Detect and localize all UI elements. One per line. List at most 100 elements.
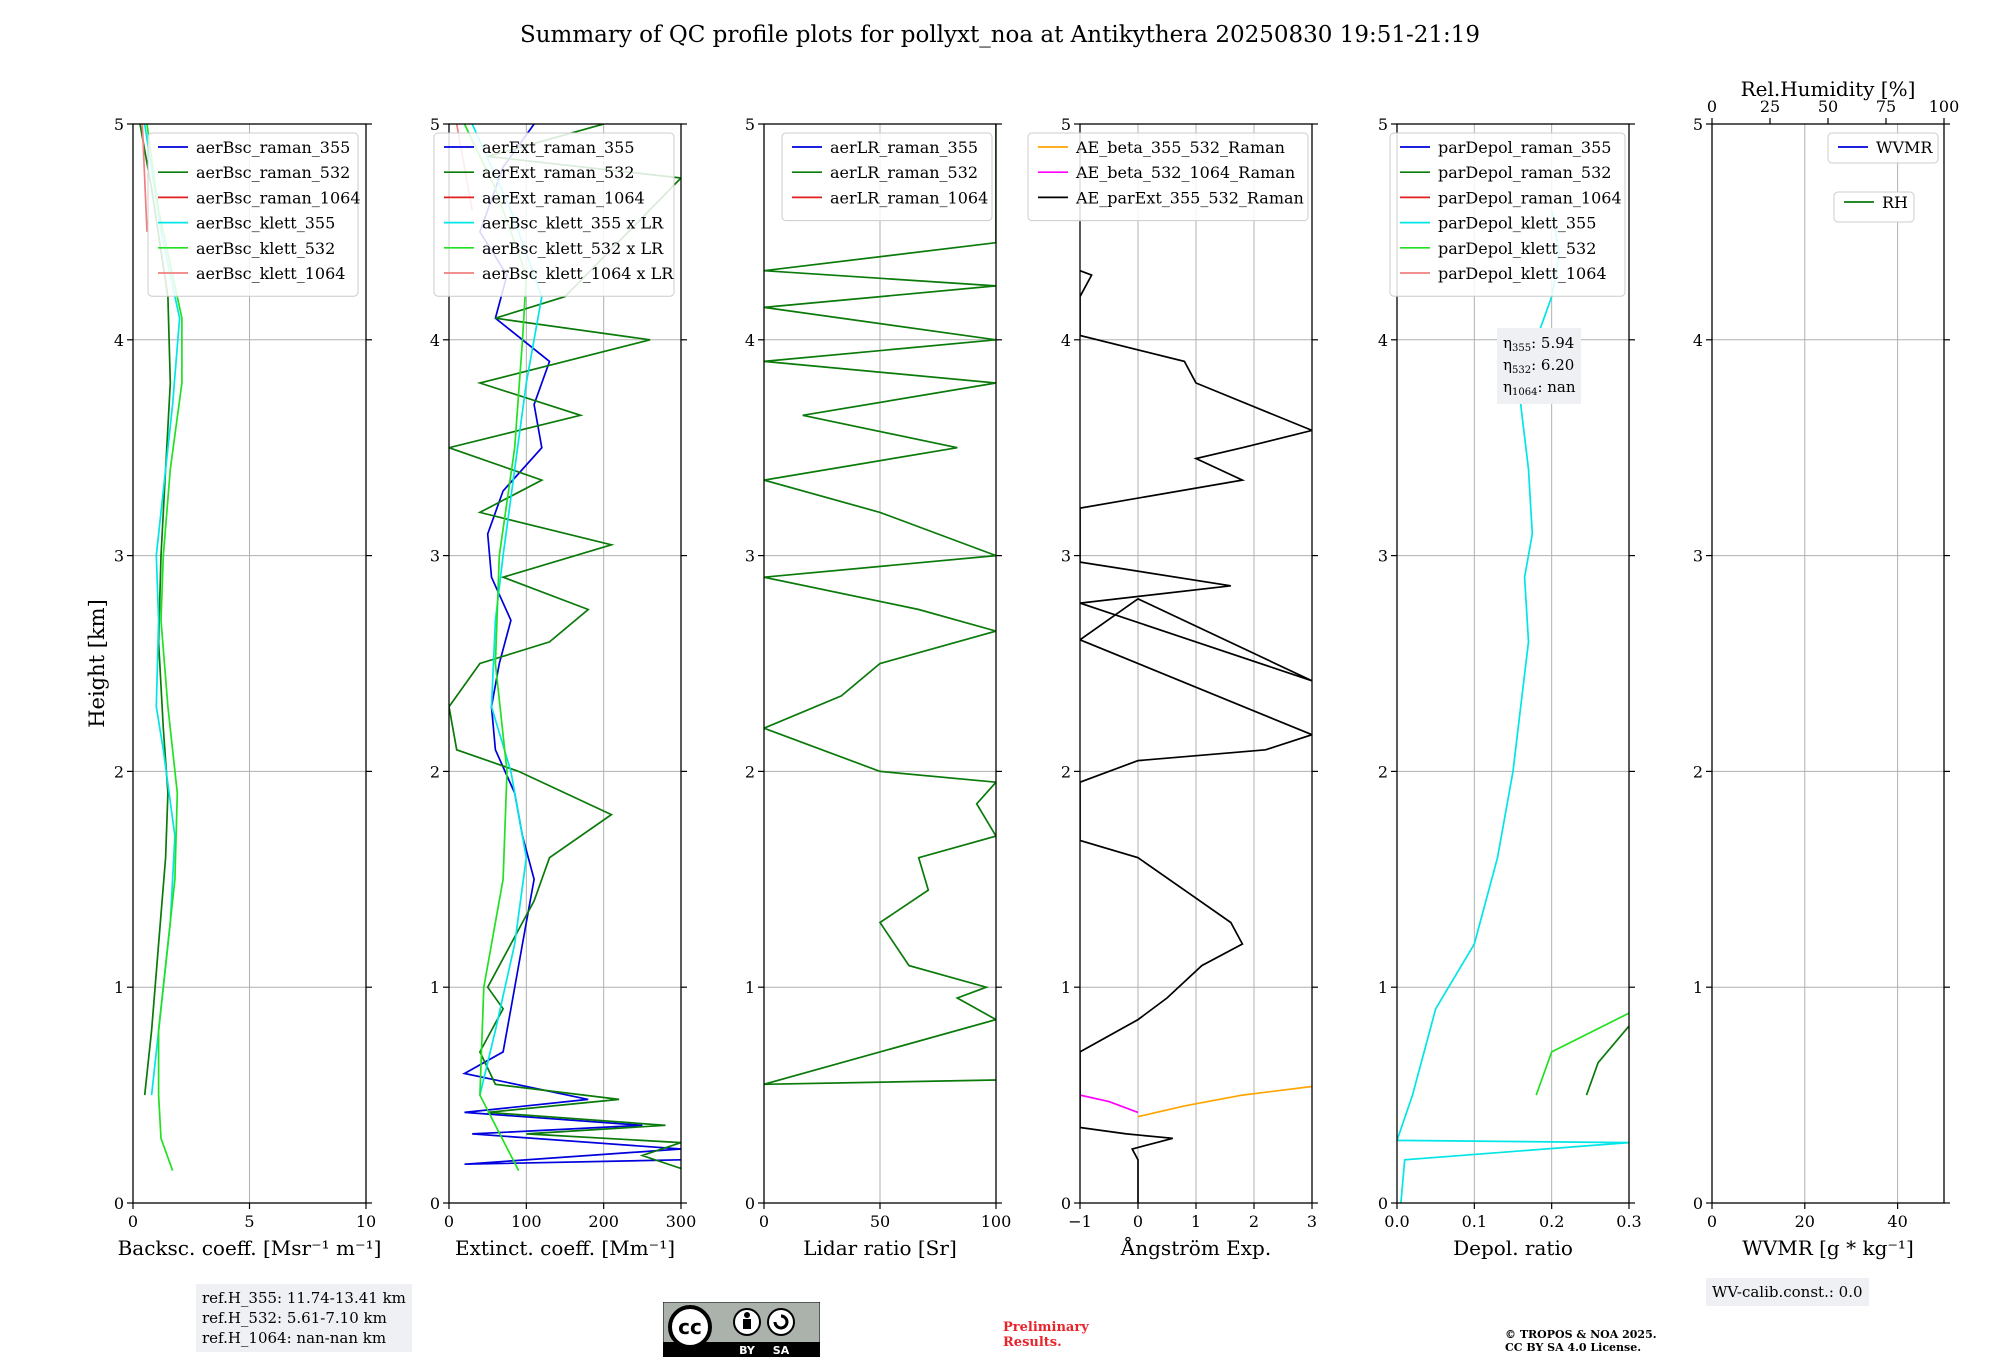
eta-annotation: η532: 6.20 [1503, 356, 1574, 376]
license-sa-label: SA [773, 1344, 790, 1357]
tick-label-x: 10 [356, 1212, 376, 1231]
tick-label-top: 50 [1818, 97, 1838, 116]
series-line-aerExt_raman_532 [449, 124, 681, 1170]
legend-label: aerLR_raman_355 [830, 138, 978, 157]
chart-lidar_ratio: 0 50 100 0 1 2 3 4 5 Lidar ratio [Sr] aerLR_raman_… [745, 115, 1011, 1260]
legend-box [147, 132, 359, 297]
legend-label: AE_beta_532_1064_Raman [1075, 163, 1295, 182]
legend-label: parDepol_raman_1064 [1438, 188, 1622, 207]
tick-label-y: 2 [1378, 762, 1388, 781]
tick-label-y: 4 [745, 331, 755, 350]
tick-label-x: 0 [444, 1212, 454, 1231]
tick-label-x: 50 [870, 1212, 890, 1231]
tick-label-y: 4 [430, 331, 440, 350]
chart-extinction: 0 100 200 300 0 1 2 3 4 5 Extinct. coeff. [Mm⁻¹] ae… [430, 115, 696, 1260]
eta-annotation: η1064: nan [1503, 378, 1576, 398]
tick-label-y: 5 [114, 115, 124, 134]
reference-height-box: ref.H_355: 11.74-13.41 km ref.H_532: 5.6… [196, 1284, 412, 1352]
ref-height-1064: ref.H_1064: nan-nan km [202, 1329, 387, 1347]
preliminary-line-1: Preliminary [1003, 1320, 1089, 1335]
legend-label: parDepol_raman_355 [1438, 138, 1611, 157]
svg-text:cc: cc [678, 1315, 702, 1339]
preliminary-line-2: Results. [1003, 1335, 1062, 1350]
tick-label-x: 1 [1191, 1212, 1201, 1231]
chart-depol: 0.0 0.1 0.2 0.3 0 1 2 3 4 5 Depol. ratio parDepol_r… [1378, 115, 1642, 1260]
copyright-line-1: © TROPOS & NOA 2025. [1505, 1328, 1657, 1341]
plot-frame [1079, 123, 1313, 1204]
legend-label: aerBsc_klett_1064 x LR [482, 264, 674, 283]
legend-label: aerBsc_raman_1064 [196, 188, 361, 207]
tick-label-y: 0 [745, 1194, 755, 1213]
tick-label-top: 100 [1929, 97, 1960, 116]
tick-label-y: 1 [114, 978, 124, 997]
ref-height-532: ref.H_532: 5.61-7.10 km [202, 1309, 387, 1327]
series-line-aerBsc_klett_1064 [141, 124, 148, 232]
tick-label-top: 75 [1876, 97, 1896, 116]
plot-frame [1396, 123, 1630, 1204]
legend-label: AE_beta_355_532_Raman [1075, 138, 1285, 157]
legend-label: aerExt_raman_1064 [482, 188, 645, 207]
tick-label-y: 5 [430, 115, 440, 134]
plot-frame [448, 123, 682, 1204]
legend-label: parDepol_klett_532 [1438, 239, 1596, 258]
x-axis-label: WVMR [g * kg⁻¹] [1742, 1236, 1914, 1260]
cc-by-sa-license-badge: cc BY SA [663, 1302, 820, 1357]
tick-label-y: 0 [1061, 1194, 1071, 1213]
chart-backscatter: 0 5 10 0 1 2 3 4 5 Backsc. coeff. [Msr⁻¹ m⁻¹] Heig… [85, 115, 381, 1260]
legend-label: parDepol_klett_1064 [1438, 264, 1607, 283]
legend-box [433, 132, 675, 297]
plot-frame [763, 123, 997, 1204]
x-axis-label: Depol. ratio [1453, 1236, 1573, 1260]
tick-label-y: 0 [430, 1194, 440, 1213]
series-line-aerLR_raman_532 [764, 124, 996, 1086]
series-line-aerExt_raman_355 [462, 124, 681, 1166]
ref-height-355: ref.H_355: 11.74-13.41 km [202, 1289, 406, 1307]
tick-label-top: 25 [1760, 97, 1780, 116]
top-axis-label: Rel.Humidity [%] [1741, 77, 1916, 101]
wv-calibration-box: WV-calib.const.: 0.0 [1706, 1278, 1869, 1306]
legend-label: parDepol_raman_532 [1438, 163, 1611, 182]
tick-label-x: 0.0 [1384, 1212, 1409, 1231]
tick-label-y: 3 [1693, 547, 1703, 566]
legend-label: aerBsc_klett_355 [196, 214, 335, 233]
legend-label: aerBsc_raman_355 [196, 138, 350, 157]
legend-label: aerLR_raman_532 [830, 163, 978, 182]
tick-label-y: 3 [745, 547, 755, 566]
figure-title: Summary of QC profile plots for pollyxt_… [519, 22, 1481, 48]
tick-label-y: 3 [1061, 547, 1071, 566]
tick-label-x: 0 [1133, 1212, 1143, 1231]
chart-wvmr: 0 20 40 0 1 2 3 4 5 WVMR [g * kg⁻¹] 0 25 50 75 100 Rel.… [1693, 77, 1959, 1260]
plot-frame [132, 123, 367, 1204]
copyright-note: © TROPOS & NOA 2025. CC BY SA 4.0 Licens… [1505, 1328, 1657, 1354]
tick-label-x: −1 [1068, 1212, 1092, 1231]
tick-label-x: 0.2 [1539, 1212, 1564, 1231]
tick-label-y: 3 [114, 547, 124, 566]
series-line-aerBsc_klett_532 [146, 124, 183, 1171]
tick-label-y: 2 [430, 762, 440, 781]
series-line-parDepol_raman_532 [1585, 1025, 1629, 1096]
legend-label: AE_parExt_355_532_Raman [1075, 188, 1304, 207]
tick-label-x: 20 [1795, 1212, 1815, 1231]
tick-label-x: 100 [511, 1212, 542, 1231]
tick-label-x: 0 [128, 1212, 138, 1231]
tick-label-x: 0.3 [1616, 1212, 1641, 1231]
legend-label: aerBsc_klett_532 [196, 239, 335, 258]
tick-label-x: 2 [1249, 1212, 1259, 1231]
legend-box-rh [1833, 191, 1915, 223]
legend-label: aerBsc_klett_1064 [196, 264, 345, 283]
plot-frame [1711, 123, 1945, 1204]
tick-label-x: 0 [1707, 1212, 1717, 1231]
y-axis-label: Height [km] [85, 599, 109, 728]
legend-label: aerExt_raman_532 [482, 163, 635, 182]
tick-label-y: 1 [745, 978, 755, 997]
tick-label-x: 300 [666, 1212, 697, 1231]
legend-box [1027, 132, 1309, 222]
series-line-parDepol_klett_532 [1535, 1012, 1629, 1096]
tick-label-y: 4 [1378, 331, 1388, 350]
tick-label-y: 4 [1693, 331, 1703, 350]
x-axis-label: Lidar ratio [Sr] [803, 1236, 957, 1260]
legend-box [781, 132, 993, 222]
tick-label-y: 3 [1378, 547, 1388, 566]
tick-label-x: 5 [244, 1212, 254, 1231]
